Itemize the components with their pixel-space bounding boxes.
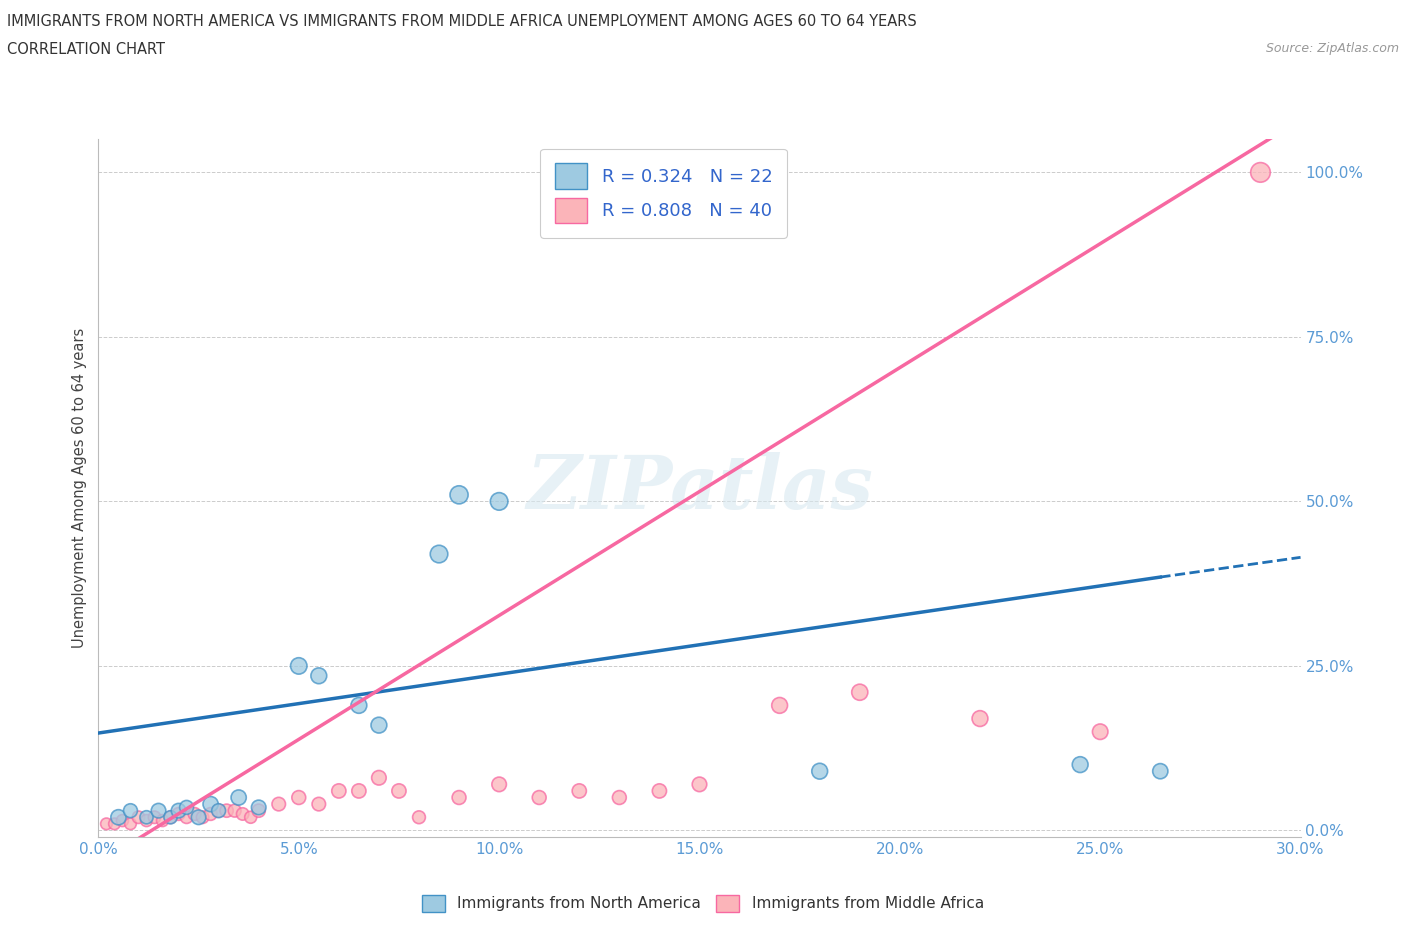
Point [408, 810, 430, 825]
Point [200, 797, 222, 812]
Point [368, 718, 391, 733]
Point [103, 817, 125, 831]
Point [215, 804, 238, 818]
Point [208, 804, 231, 818]
Point [768, 698, 790, 712]
Point [1088, 724, 1111, 739]
Point [1149, 764, 1171, 778]
Point [191, 810, 214, 825]
Point [183, 806, 205, 821]
Point [447, 790, 470, 805]
Point [969, 711, 991, 726]
Point [176, 800, 198, 815]
Point [96, 817, 118, 831]
Point [328, 783, 350, 798]
Y-axis label: Unemployment Among Ages 60 to 64 years: Unemployment Among Ages 60 to 64 years [72, 328, 87, 648]
Point [135, 813, 157, 828]
Point [176, 810, 198, 825]
Point [159, 810, 181, 825]
Point [247, 800, 270, 815]
Point [187, 810, 209, 825]
Point [128, 810, 150, 825]
Point [143, 810, 166, 825]
Point [135, 810, 157, 825]
Point [368, 770, 391, 785]
Text: IMMIGRANTS FROM NORTH AMERICA VS IMMIGRANTS FROM MIDDLE AFRICA UNEMPLOYMENT AMON: IMMIGRANTS FROM NORTH AMERICA VS IMMIGRA… [7, 14, 917, 29]
Point [224, 804, 246, 818]
Point [267, 797, 290, 812]
Point [488, 777, 510, 791]
Point [427, 547, 450, 562]
Point [239, 810, 262, 825]
Point [388, 783, 411, 798]
Point [308, 797, 330, 812]
Point [247, 804, 270, 818]
Point [347, 698, 370, 712]
Text: Source: ZipAtlas.com: Source: ZipAtlas.com [1265, 42, 1399, 55]
Point [167, 804, 190, 818]
Point [849, 684, 872, 699]
Point [568, 783, 591, 798]
Point [288, 658, 311, 673]
Text: CORRELATION CHART: CORRELATION CHART [7, 42, 165, 57]
Point [120, 817, 142, 831]
Point [808, 764, 831, 778]
Text: ZIPatlas: ZIPatlas [526, 452, 873, 525]
Point [107, 810, 129, 825]
Point [152, 813, 174, 828]
Point [120, 804, 142, 818]
Point [200, 806, 222, 821]
Point [648, 783, 671, 798]
Point [1250, 165, 1272, 179]
Point [447, 487, 470, 502]
Point [148, 804, 170, 818]
Point [159, 810, 181, 825]
Point [167, 806, 190, 821]
Point [347, 783, 370, 798]
Point [111, 813, 134, 828]
Point [529, 790, 551, 805]
Point [1069, 757, 1091, 772]
Point [288, 790, 311, 805]
Point [609, 790, 631, 805]
Point [232, 806, 254, 821]
Point [688, 777, 710, 791]
Legend: R = 0.324   N = 22, R = 0.808   N = 40: R = 0.324 N = 22, R = 0.808 N = 40 [540, 149, 787, 237]
Legend: Immigrants from North America, Immigrants from Middle Africa: Immigrants from North America, Immigrant… [416, 889, 990, 918]
Point [228, 790, 250, 805]
Point [208, 804, 231, 818]
Point [488, 494, 510, 509]
Point [308, 669, 330, 684]
